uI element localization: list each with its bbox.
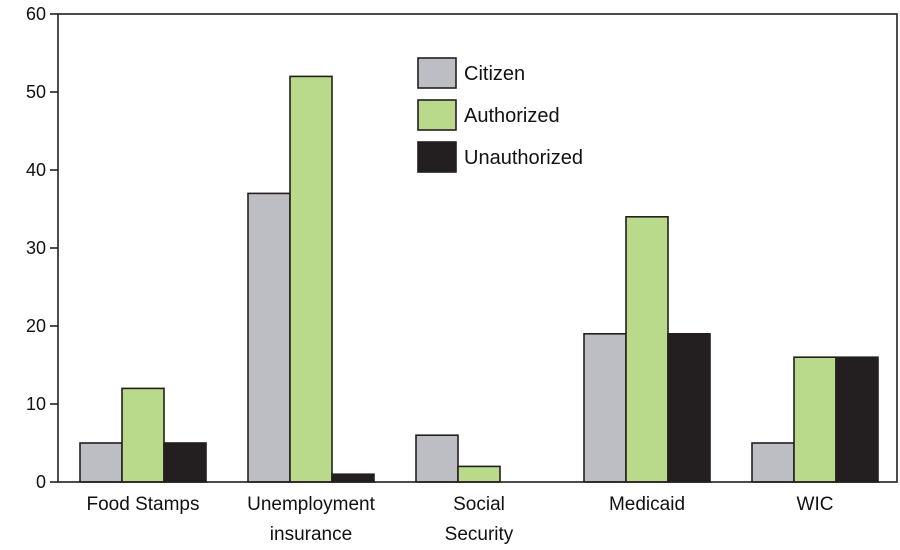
bar-unauthorized-3 bbox=[667, 332, 711, 483]
x-category-label: Unemployment insurance bbox=[247, 494, 375, 545]
legend-label-citizen: Citizen bbox=[464, 63, 525, 85]
bar-citizen-1 bbox=[247, 192, 291, 483]
bar-authorized-1 bbox=[289, 75, 333, 483]
y-tick-label: 50 bbox=[26, 82, 46, 102]
legend-swatch-authorized bbox=[417, 99, 457, 131]
y-tick-label: 60 bbox=[26, 4, 46, 24]
bar-unauthorized-4 bbox=[835, 356, 879, 483]
bar-citizen-3 bbox=[583, 332, 627, 483]
y-tick-label: 20 bbox=[26, 316, 46, 336]
x-category-label: Social Security bbox=[445, 494, 514, 545]
legend-swatch-unauthorized bbox=[417, 141, 457, 173]
legend-label-unauthorized: Unauthorized bbox=[464, 147, 583, 169]
legend-label-authorized: Authorized bbox=[464, 105, 560, 127]
bar-authorized-2 bbox=[457, 465, 501, 483]
bar-authorized-4 bbox=[793, 356, 837, 483]
bar-citizen-2 bbox=[415, 434, 459, 483]
y-tick-label: 10 bbox=[26, 394, 46, 414]
bar-citizen-4 bbox=[751, 442, 795, 483]
x-category-label: Food Stamps bbox=[87, 494, 200, 515]
legend: Citizen Authorized Unauthorized bbox=[417, 57, 583, 173]
x-category-label: WIC bbox=[797, 494, 834, 515]
y-tick-label: 40 bbox=[26, 160, 46, 180]
bar-unauthorized-1 bbox=[331, 473, 375, 483]
bar-unauthorized-0 bbox=[163, 442, 207, 483]
bar-authorized-3 bbox=[625, 216, 669, 483]
bar-authorized-0 bbox=[121, 387, 165, 483]
bar-group bbox=[79, 75, 879, 483]
axes: 0 10 20 30 40 50 60 Food Stamps Unemployment insu… bbox=[26, 4, 898, 545]
bar-citizen-0 bbox=[79, 442, 123, 483]
legend-swatch-citizen bbox=[417, 57, 457, 89]
y-tick-label: 30 bbox=[26, 238, 46, 258]
y-tick-label: 0 bbox=[36, 472, 46, 492]
x-category-label: Medicaid bbox=[609, 494, 685, 515]
